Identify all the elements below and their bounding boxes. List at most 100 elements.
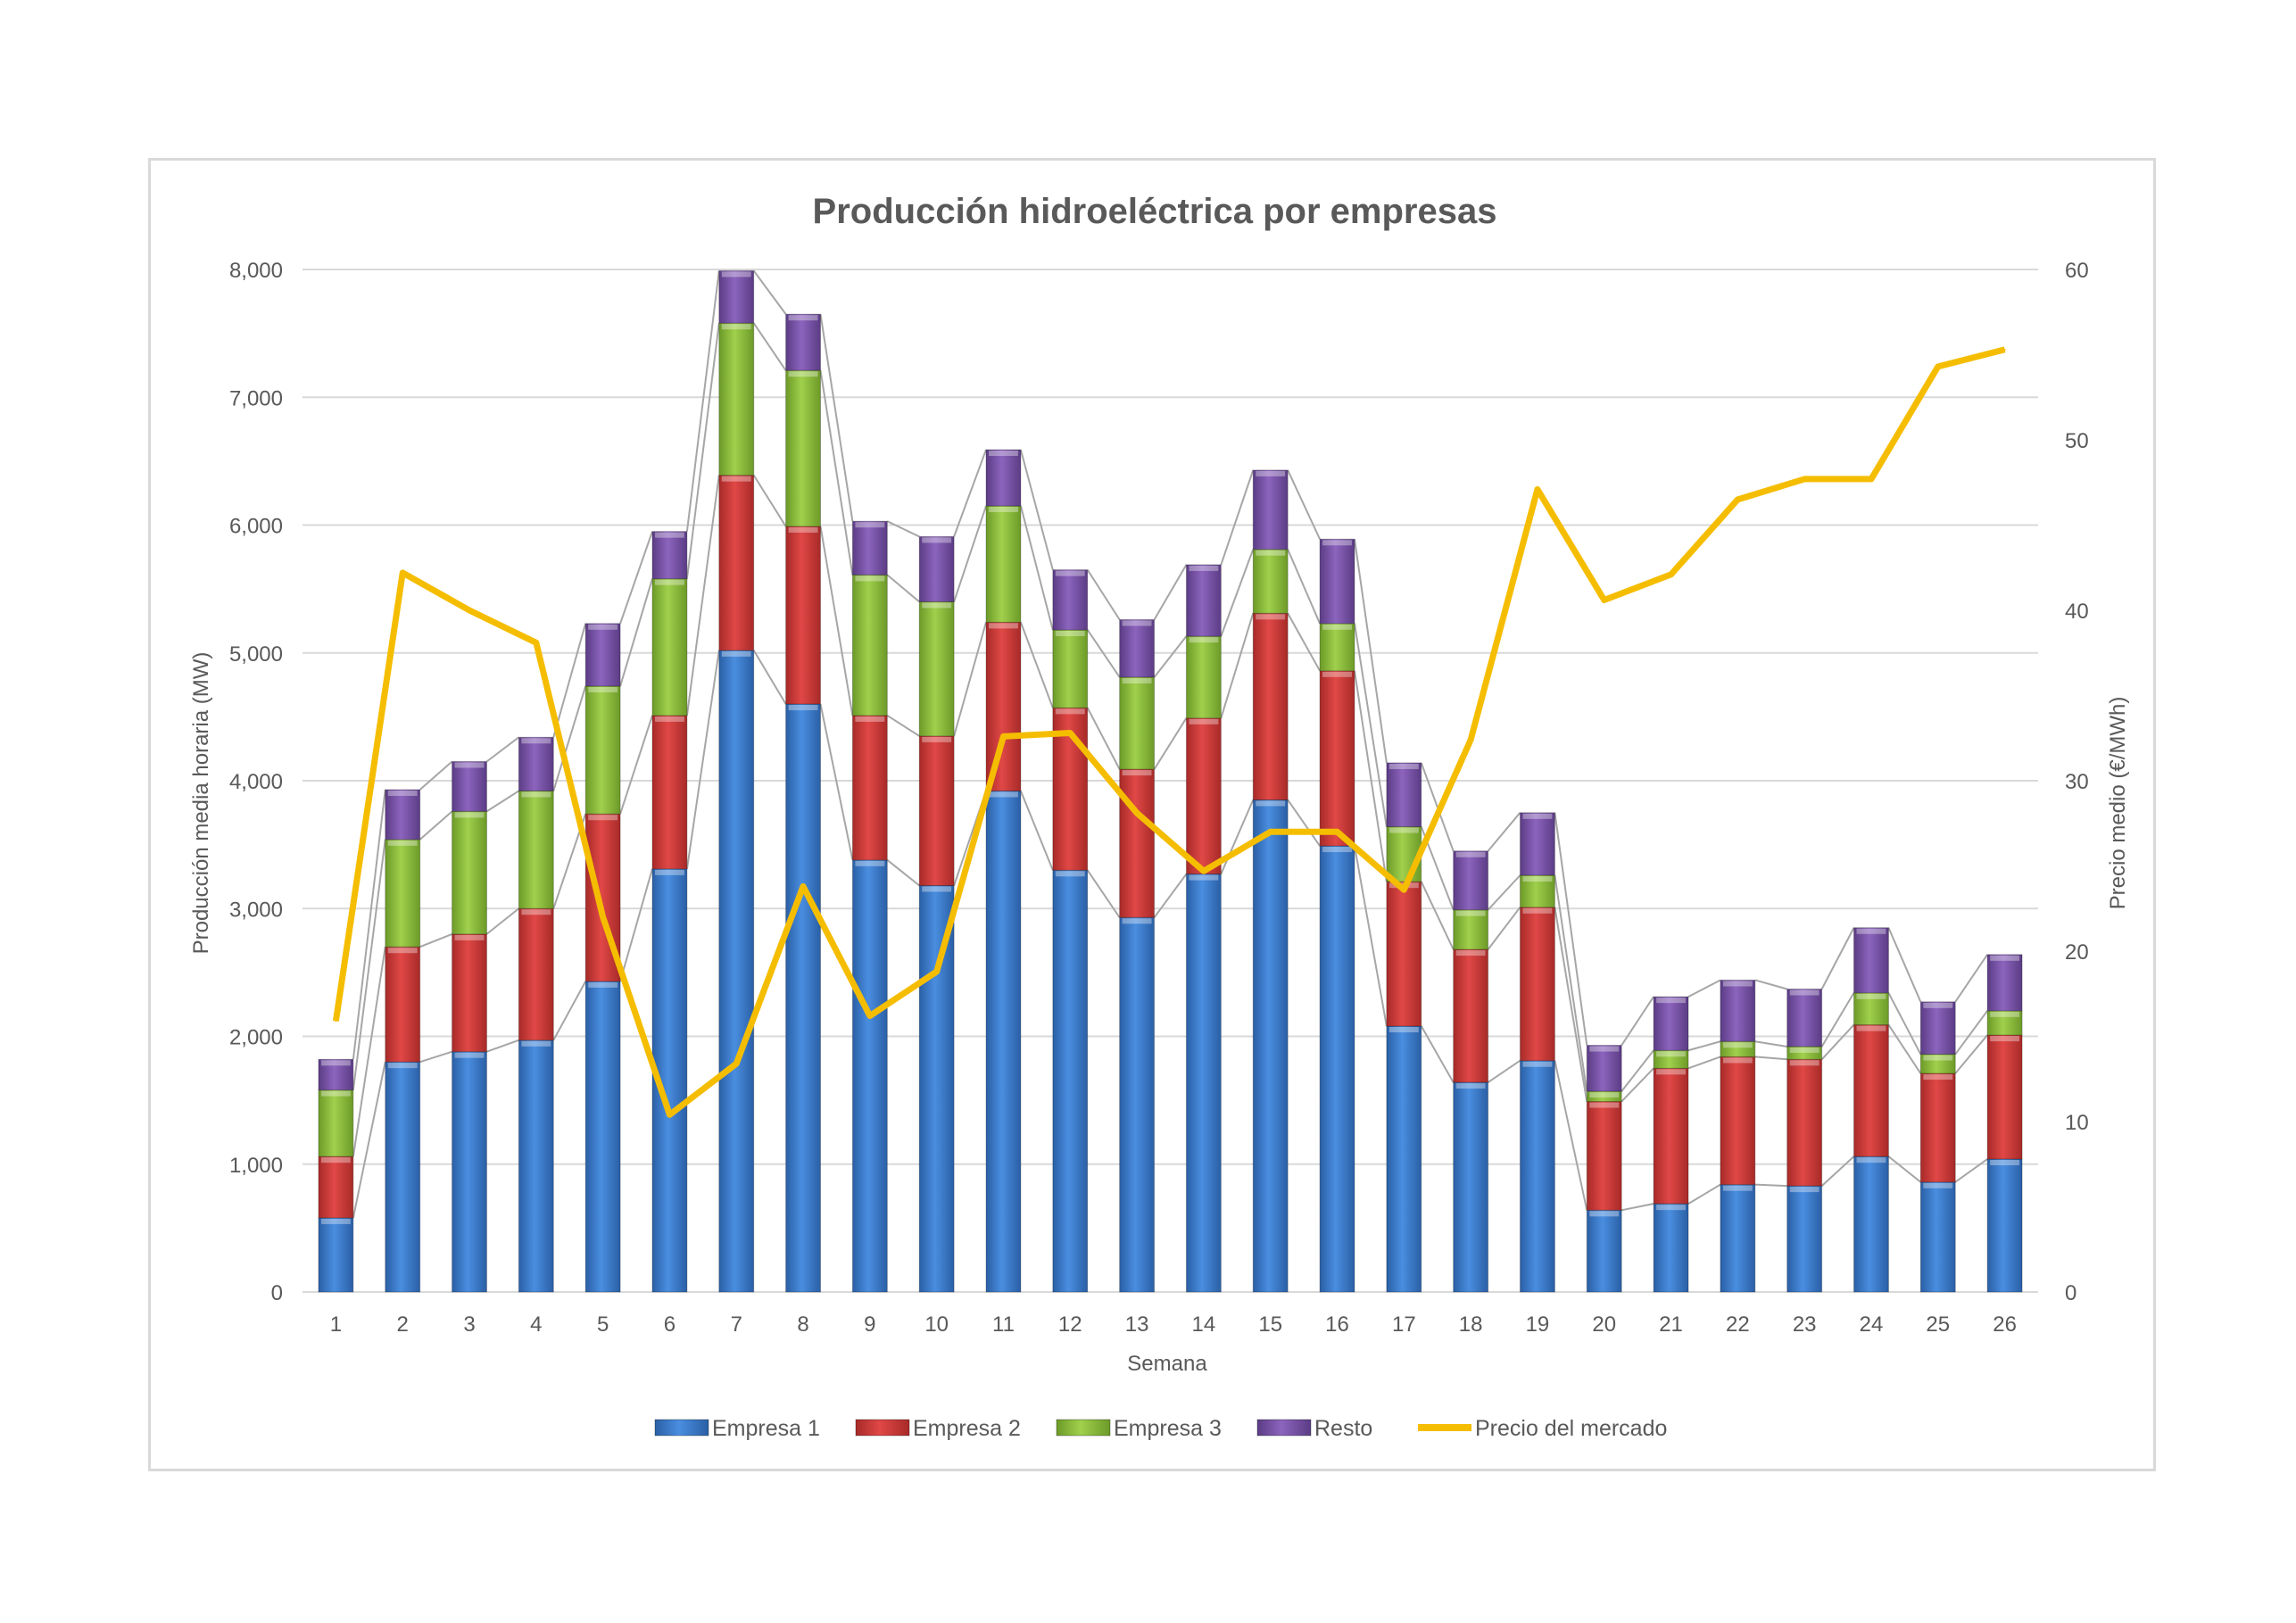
legend: Empresa 1 Empresa 2 Empresa 3 Resto Precio d…: [654, 1416, 1667, 1441]
price-point-week-13: [1136, 812, 1139, 815]
bar-highlight: [1589, 1102, 1620, 1108]
series-line-connector: [1754, 1056, 1787, 1061]
x-tick-label: 17: [1392, 1312, 1416, 1337]
x-axis-ticks: 1 2 3 4 5 6 7 8 9 10 11 12 13 14 15 16 17 18 19 20 21 22 23 24 2…: [330, 1312, 2017, 1337]
bar-empresa-1-week-22: [1720, 1184, 1756, 1293]
bar-empresa-1-week-10: [918, 884, 955, 1293]
series-line-connector: [1687, 1183, 1721, 1205]
y2-axis-ticks: 0 10 20 30 40 50 60: [2065, 259, 2089, 1305]
bar-highlight: [788, 705, 818, 711]
series-line-connector: [1554, 907, 1588, 1102]
bar-resto-week-6: [651, 531, 688, 580]
bar-empresa-2-week-26: [1986, 1034, 2023, 1160]
bar-highlight: [1455, 950, 1486, 956]
bar-highlight: [588, 815, 618, 821]
y-tick-label: 0: [271, 1281, 283, 1305]
price-line: [332, 346, 2006, 1118]
bar-highlight: [1256, 614, 1286, 620]
bar-empresa-1-week-23: [1786, 1185, 1823, 1293]
x-tick-label: 21: [1659, 1312, 1683, 1337]
series-line-connector: [819, 313, 854, 522]
x-tick-label: 23: [1793, 1312, 1817, 1337]
price-point-week-23: [1803, 477, 1806, 480]
bar-highlight: [1122, 620, 1152, 626]
bar-highlight: [1055, 708, 1085, 715]
series-line-connector: [1820, 1023, 1855, 1060]
series-line-connector: [1020, 791, 1054, 871]
y-axis-label: Producción media horaria (MW): [189, 652, 213, 955]
bar-empresa-3-week-11: [985, 505, 1022, 623]
series-line-connector: [1820, 992, 1855, 1047]
bar-empresa-2-week-17: [1386, 881, 1422, 1027]
bar-empresa-1-week-19: [1519, 1060, 1555, 1293]
bar-empresa-2-week-9: [851, 715, 888, 861]
series-line-connector: [352, 1061, 386, 1219]
bar-empresa-2-week-8: [785, 526, 822, 705]
bar-highlight: [1656, 1205, 1687, 1211]
bar-empresa-1-week-2: [385, 1061, 421, 1293]
bar-empresa-3-week-14: [1185, 635, 1222, 719]
series-line-connector: [485, 907, 520, 935]
bar-empresa-1-week-8: [785, 703, 822, 1293]
bar-resto-week-7: [718, 269, 755, 324]
legend-label: Empresa 3: [1114, 1416, 1222, 1441]
y2-tick-label: 0: [2065, 1281, 2076, 1305]
x-tick-label: 20: [1592, 1312, 1616, 1337]
bar-highlight: [1722, 1057, 1753, 1064]
bar-highlight: [521, 909, 551, 915]
bar-highlight: [454, 762, 485, 768]
bar-highlight: [855, 860, 885, 866]
series-line-connector: [1887, 927, 1922, 1003]
x-tick-label: 7: [731, 1312, 742, 1337]
price-point-week-5: [601, 915, 604, 918]
bar-highlight: [989, 791, 1018, 798]
bar-empresa-1-week-11: [985, 790, 1022, 1293]
price-point-week-24: [1869, 477, 1872, 480]
legend-item-empresa-3: Empresa 3: [1056, 1416, 1222, 1441]
price-point-week-2: [402, 571, 404, 574]
y2-axis-label: Precio medio (€/MWh): [2106, 697, 2130, 910]
bar-highlight: [922, 886, 952, 892]
x-tick-label: 15: [1258, 1312, 1282, 1337]
bar-highlight: [1522, 907, 1553, 914]
price-point-week-25: [1936, 365, 1939, 368]
series-line-connector: [1220, 613, 1255, 719]
bar-resto-week-19: [1519, 812, 1555, 876]
bar-highlight: [1322, 624, 1352, 630]
y2-tick-label: 30: [2065, 770, 2089, 794]
bar-empresa-1-week-18: [1453, 1081, 1489, 1293]
x-tick-label: 22: [1726, 1312, 1750, 1337]
bar-highlight: [989, 450, 1018, 456]
series-line-connector: [352, 947, 386, 1157]
bar-highlight: [320, 1060, 351, 1066]
x-tick-label: 13: [1125, 1312, 1149, 1337]
bar-highlight: [1388, 763, 1419, 769]
bar-highlight: [721, 650, 751, 657]
price-point-week-10: [935, 970, 938, 973]
legend-swatch: [654, 1419, 709, 1437]
price-point-week-21: [1670, 573, 1672, 576]
bar-resto-week-13: [1119, 619, 1156, 678]
bar-resto-week-1: [318, 1058, 354, 1091]
bar-empresa-1-week-14: [1185, 874, 1222, 1293]
bar-highlight: [1522, 813, 1553, 819]
series-line-connector: [1153, 564, 1188, 621]
series-line-connector: [685, 270, 720, 532]
bar-highlight: [654, 532, 684, 538]
bar-highlight: [387, 840, 418, 846]
series-line-connector: [1687, 1040, 1721, 1052]
bar-highlight: [1923, 1002, 1953, 1008]
bar-highlight: [1388, 1027, 1419, 1033]
bar-resto-week-10: [918, 535, 955, 602]
bar-highlight: [1722, 1185, 1753, 1191]
bar-empresa-2-week-15: [1252, 612, 1289, 800]
bar-highlight: [654, 716, 684, 722]
bar-empresa-3-week-17: [1386, 826, 1422, 882]
bar-highlight: [855, 576, 885, 582]
bar-highlight: [1522, 1061, 1553, 1067]
series-line-connector: [819, 370, 854, 576]
bar-highlight: [1388, 827, 1419, 833]
bar-empresa-3-week-4: [518, 790, 554, 909]
x-tick-label: 3: [463, 1312, 475, 1337]
bar-highlight: [1322, 671, 1352, 677]
